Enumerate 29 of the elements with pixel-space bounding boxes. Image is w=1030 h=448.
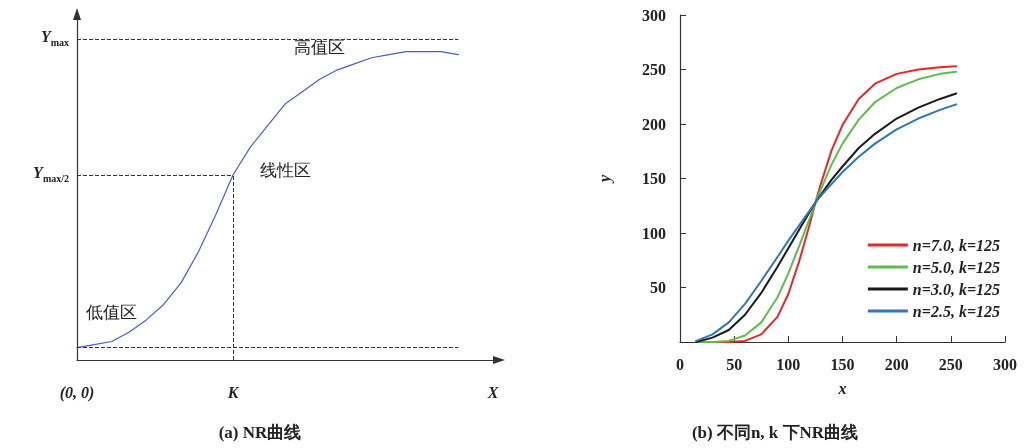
x-tick-label: (0, 0) [59, 383, 95, 402]
ref-line-label: Y$_{max/2}$ [33, 162, 69, 187]
annotation: 线性区 [259, 159, 311, 180]
y-tick-label: 50 [650, 279, 666, 296]
y-tick-label: 150 [642, 170, 666, 187]
y-axis-title: y [595, 174, 614, 185]
x-tick-label: 300 [993, 355, 1017, 373]
legend-label: n=7.0, k=125 [912, 236, 1001, 254]
x-tick-label: X [486, 383, 499, 401]
text: (b) 不同n, k 下NR曲线 [691, 423, 859, 442]
x-tick-label: 100 [776, 355, 801, 373]
legend-label: n=5.0, k=125 [912, 258, 1001, 276]
annotation: 高值区 [294, 37, 346, 58]
text: (a) NR曲线 [218, 423, 302, 442]
x-tick-label: 150 [830, 355, 855, 373]
y-tick-label: 300 [642, 6, 666, 24]
x-tick-label: 200 [884, 355, 909, 373]
y-tick-label: 100 [642, 224, 666, 242]
annotation: 低值区 [86, 302, 138, 323]
ref-line-label: Y$_{max}$ [40, 27, 69, 51]
x-tick-label: K [226, 383, 240, 401]
x-axis-title: x [837, 379, 847, 397]
legend-label: n=3.0, k=125 [912, 280, 1001, 298]
x-tick-label: 50 [726, 355, 743, 373]
y-tick-label: 250 [642, 61, 666, 78]
x-tick-label: 0 [676, 355, 684, 373]
legend-label: n=2.5, k=125 [912, 302, 1001, 320]
x-tick-label: 250 [938, 355, 963, 373]
y-tick-label: 200 [642, 115, 666, 133]
